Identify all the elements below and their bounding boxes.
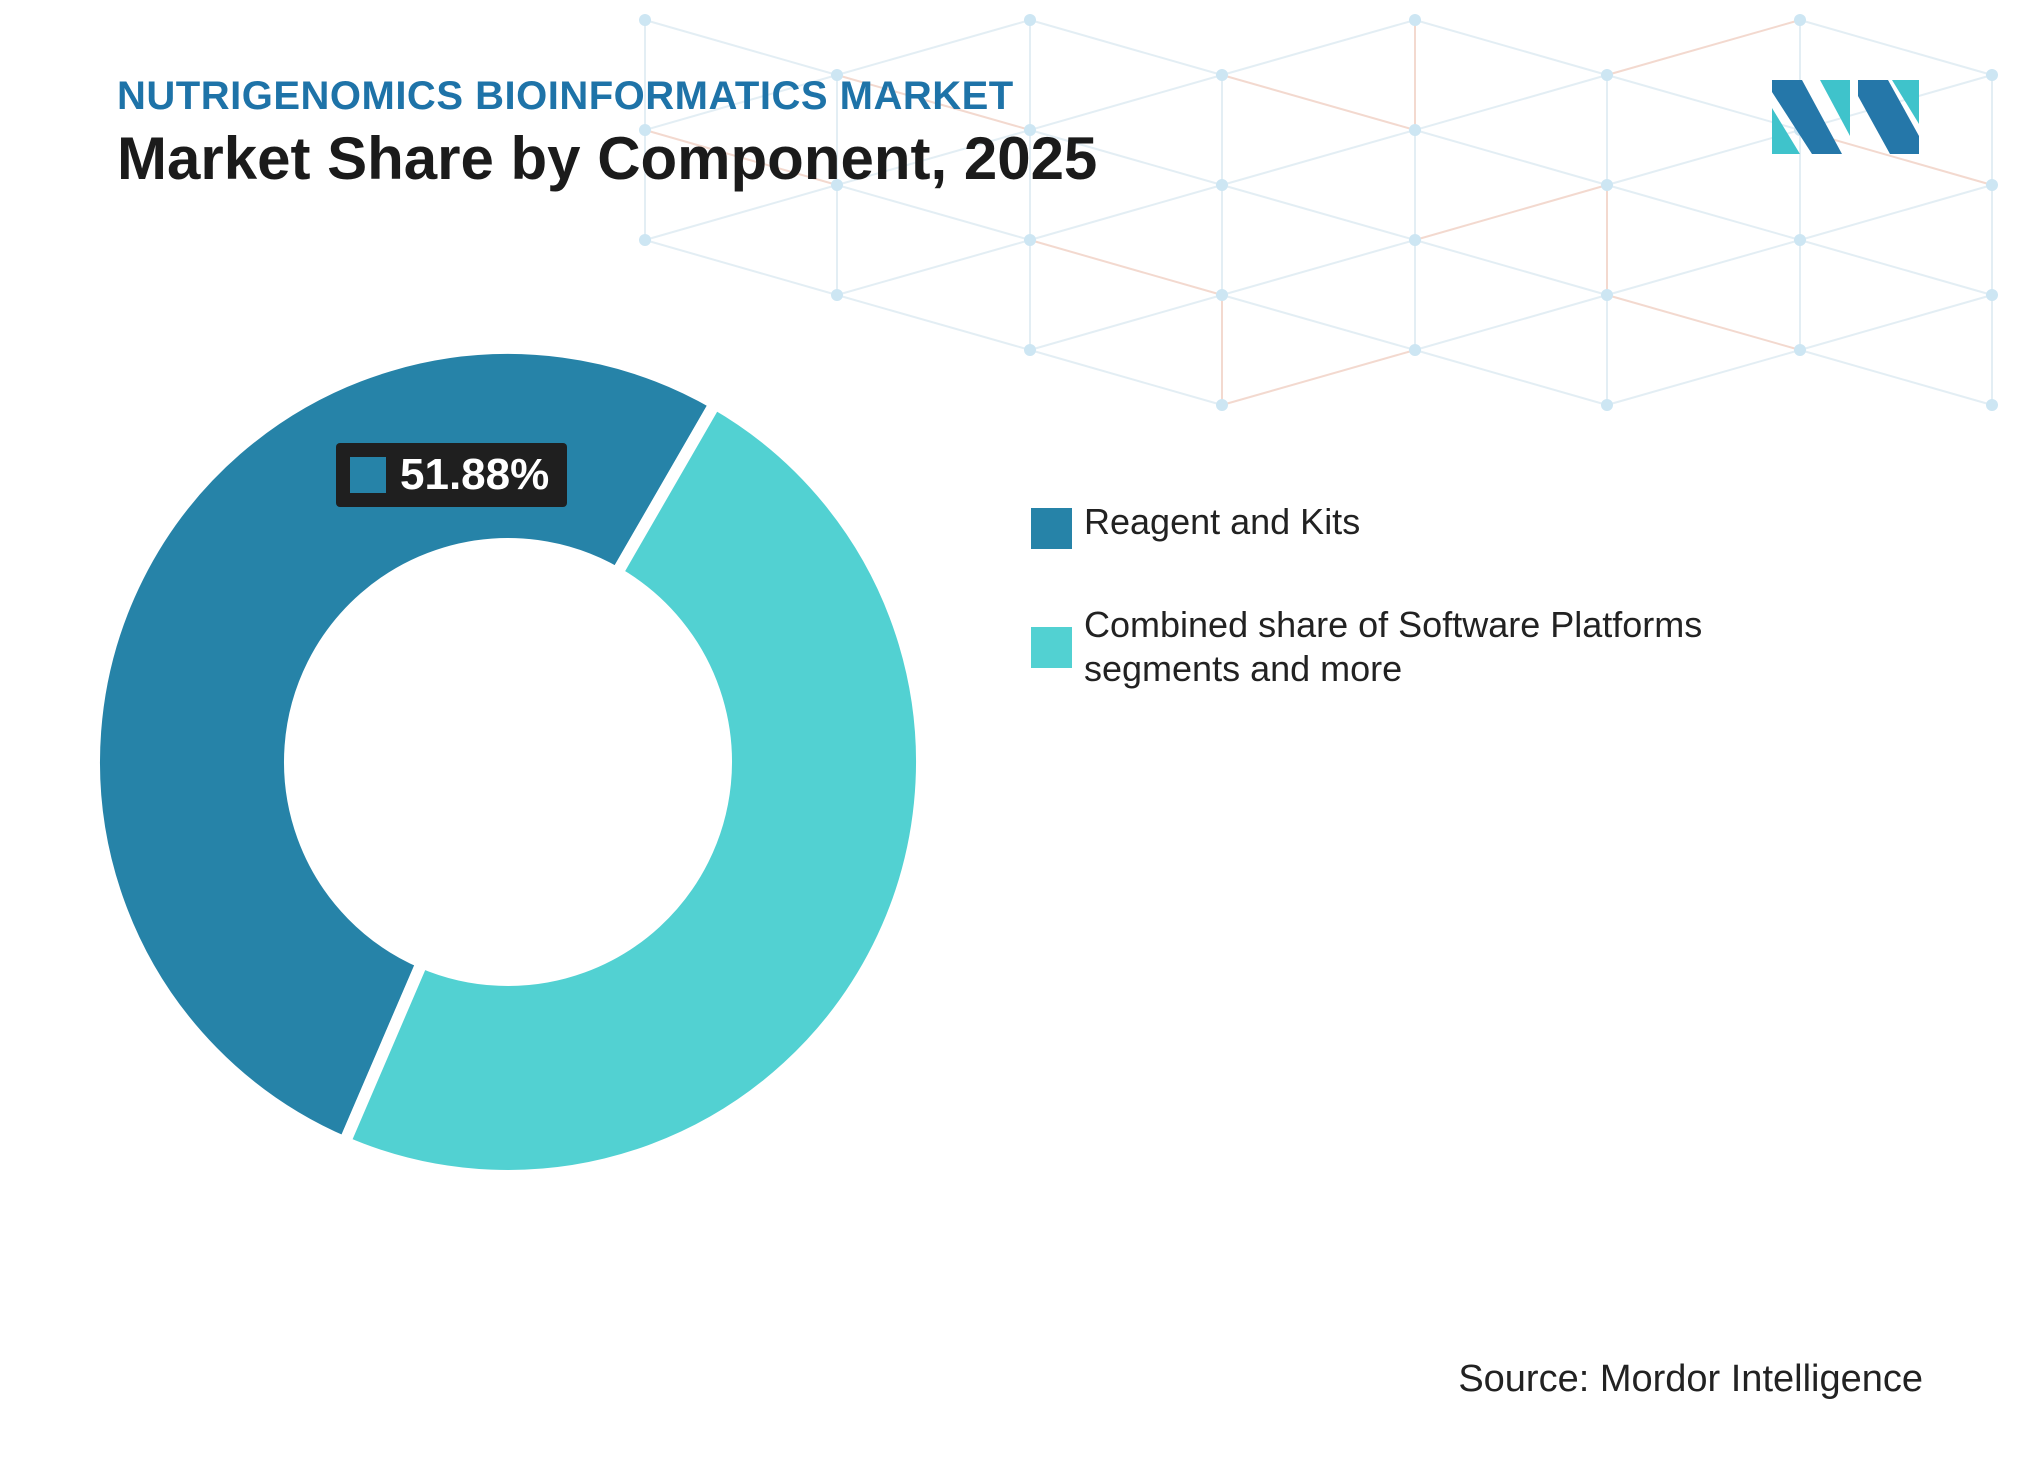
network-line	[644, 184, 838, 241]
network-node	[1216, 69, 1228, 81]
network-line	[1414, 19, 1608, 76]
network-node	[639, 124, 651, 136]
network-line	[644, 19, 838, 76]
data-label-reagent-and-kits: 51.88%	[336, 443, 568, 507]
legend-label-reagent-and-kits: Reagent and Kits	[1084, 501, 1361, 542]
network-node	[1409, 234, 1421, 246]
network-line	[1221, 294, 1416, 351]
network-node	[1024, 234, 1036, 246]
network-node	[1024, 14, 1036, 26]
network-line	[836, 19, 1031, 76]
mordor-intelligence-logo-icon	[1772, 80, 1919, 154]
network-node	[831, 179, 843, 191]
network-line	[1221, 74, 1416, 131]
network-node	[1986, 399, 1998, 411]
data-label-swatch	[350, 457, 386, 493]
network-node	[1601, 399, 1613, 411]
network-line	[1221, 184, 1416, 241]
network-line	[836, 184, 1031, 241]
network-node	[1794, 344, 1806, 356]
donut-slice-software-platforms	[336, 395, 928, 1182]
legend-item-software-platforms: Combined share of Software Platforms seg…	[1031, 603, 1751, 691]
network-line	[1221, 239, 1416, 296]
network-node	[1601, 289, 1613, 301]
network-node	[639, 14, 651, 26]
source-credit: Source: Mordor Intelligence	[1458, 1358, 1923, 1400]
network-node	[1216, 179, 1228, 191]
network-node	[1024, 344, 1036, 356]
network-node	[1986, 179, 1998, 191]
network-line	[1221, 19, 1416, 76]
network-line	[1029, 129, 1223, 186]
network-line	[1799, 184, 1993, 241]
data-label-value: 51.88%	[400, 450, 550, 499]
network-line	[1606, 184, 1801, 241]
network-node	[1409, 14, 1421, 26]
network-line	[836, 294, 1031, 351]
network-line	[1414, 349, 1608, 406]
network-line	[1414, 129, 1608, 186]
network-line	[836, 129, 1031, 186]
network-node	[1216, 289, 1228, 301]
chart-legend: Reagent and Kits Combined share of Softw…	[1031, 500, 1751, 745]
network-line	[1414, 74, 1608, 131]
legend-swatch-reagent-and-kits	[1031, 508, 1072, 549]
network-node	[1794, 14, 1806, 26]
network-line	[644, 239, 838, 296]
network-line	[1606, 349, 1801, 406]
network-line	[644, 74, 838, 131]
donut-chart	[88, 342, 928, 1182]
network-node	[1601, 69, 1613, 81]
network-line	[644, 129, 838, 186]
network-node	[1794, 234, 1806, 246]
network-line	[1029, 74, 1223, 131]
network-line	[1029, 349, 1223, 406]
network-node	[831, 289, 843, 301]
network-node	[1409, 344, 1421, 356]
network-line	[1799, 294, 1993, 351]
network-node	[639, 234, 651, 246]
network-line	[1606, 294, 1801, 351]
network-line	[1221, 129, 1416, 186]
network-line	[1029, 19, 1223, 76]
market-eyebrow-title: NUTRIGENOMICS BIOINFORMATICS MARKET	[117, 74, 1014, 118]
legend-label-software-platforms: Combined share of Software Platforms seg…	[1084, 604, 1703, 689]
network-node	[1216, 399, 1228, 411]
network-line	[1606, 129, 1801, 186]
network-node	[831, 69, 843, 81]
network-line	[1799, 239, 1993, 296]
network-line	[1606, 19, 1801, 76]
network-line	[1799, 349, 1993, 406]
network-line	[1029, 239, 1223, 296]
legend-swatch-software-platforms	[1031, 627, 1072, 668]
chart-title: Market Share by Component, 2025	[117, 125, 1098, 192]
network-line	[1029, 184, 1223, 241]
network-node	[1986, 69, 1998, 81]
network-line	[1799, 19, 1993, 76]
network-node	[1986, 289, 1998, 301]
network-line	[1414, 294, 1608, 351]
network-line	[1414, 239, 1608, 296]
network-line	[1221, 349, 1416, 406]
network-line	[836, 74, 1031, 131]
network-node	[1601, 179, 1613, 191]
network-line	[1606, 239, 1801, 296]
network-line	[1606, 74, 1801, 131]
network-line	[1414, 184, 1608, 241]
network-lines	[644, 19, 1993, 406]
network-line	[836, 239, 1031, 296]
network-node	[1024, 124, 1036, 136]
legend-item-reagent-and-kits: Reagent and Kits	[1031, 500, 1751, 549]
donut-slice-reagent-and-kits	[88, 342, 724, 1151]
network-line	[1029, 294, 1223, 351]
network-node	[1409, 124, 1421, 136]
